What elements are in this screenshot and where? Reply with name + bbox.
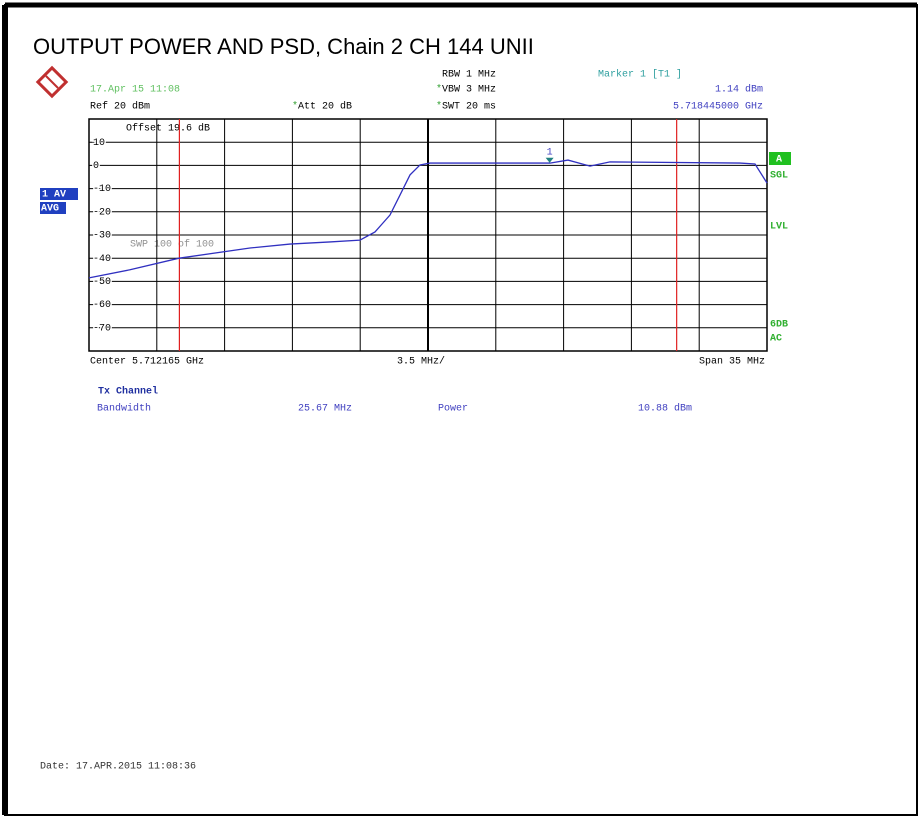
y-tick-label: -50 bbox=[93, 277, 111, 288]
att-mode-label: 6DB bbox=[770, 320, 788, 331]
date: Date: 17.APR.2015 11:08:36 bbox=[40, 762, 196, 773]
marker-name: Marker 1 [T1 ] bbox=[598, 69, 682, 81]
table-cell: 10.88 dBm bbox=[638, 403, 692, 415]
swt: SWT 20 ms bbox=[442, 102, 496, 113]
marker-level: 1.14 dBm bbox=[715, 84, 763, 96]
rbw: RBW 1 MHz bbox=[442, 70, 496, 81]
asterisk: * bbox=[292, 101, 298, 113]
timestamp: 17.Apr 15 11:08 bbox=[90, 85, 180, 96]
trace-badge bbox=[40, 188, 78, 200]
screen-badge bbox=[769, 152, 791, 165]
table-heading: Tx Channel bbox=[98, 386, 158, 398]
vbw: VBW 3 MHz bbox=[442, 85, 496, 96]
ref-level: Ref 20 dBm bbox=[90, 101, 150, 113]
sweep: SWP 100 of 100 bbox=[130, 239, 214, 251]
span: Span 35 MHz bbox=[699, 357, 765, 368]
detector-badge bbox=[40, 202, 66, 214]
mode-label: SGL bbox=[770, 171, 788, 182]
y-tick-label: -60 bbox=[93, 300, 111, 311]
trace bbox=[88, 159, 768, 279]
detector-label: AVG bbox=[41, 204, 59, 215]
table-cell: Power bbox=[438, 404, 468, 415]
marker bbox=[545, 157, 554, 163]
screen-label: A bbox=[776, 155, 782, 166]
logo bbox=[35, 65, 69, 99]
title: OUTPUT POWER AND PSD, Chain 2 CH 144 UNI… bbox=[33, 34, 534, 59]
coupling-label: AC bbox=[770, 334, 782, 345]
table-cell: Bandwidth bbox=[97, 403, 151, 415]
asterisk: * bbox=[436, 101, 442, 113]
trace-label: 1 AV bbox=[42, 190, 66, 201]
y-tick-label: -40 bbox=[93, 254, 111, 265]
marker-label: 1 bbox=[547, 147, 553, 158]
y-tick-label: -30 bbox=[93, 231, 111, 242]
asterisk: * bbox=[436, 84, 442, 96]
freq-div: 3.5 MHz/ bbox=[397, 356, 445, 368]
y-tick-label: -10 bbox=[93, 184, 111, 195]
y-tick-label: -70 bbox=[93, 323, 111, 334]
offset: Offset 19.6 dB bbox=[126, 123, 210, 135]
attenuation: Att 20 dB bbox=[298, 101, 352, 113]
y-tick-label: -20 bbox=[93, 207, 111, 218]
table-cell: 25.67 MHz bbox=[298, 404, 352, 415]
y-tick-label: 0 bbox=[93, 161, 99, 172]
level-label: LVL bbox=[770, 222, 788, 233]
center-freq: Center 5.712165 GHz bbox=[90, 357, 204, 368]
marker-freq: 5.718445000 GHz bbox=[673, 102, 763, 113]
y-tick-label: 10 bbox=[93, 138, 105, 149]
